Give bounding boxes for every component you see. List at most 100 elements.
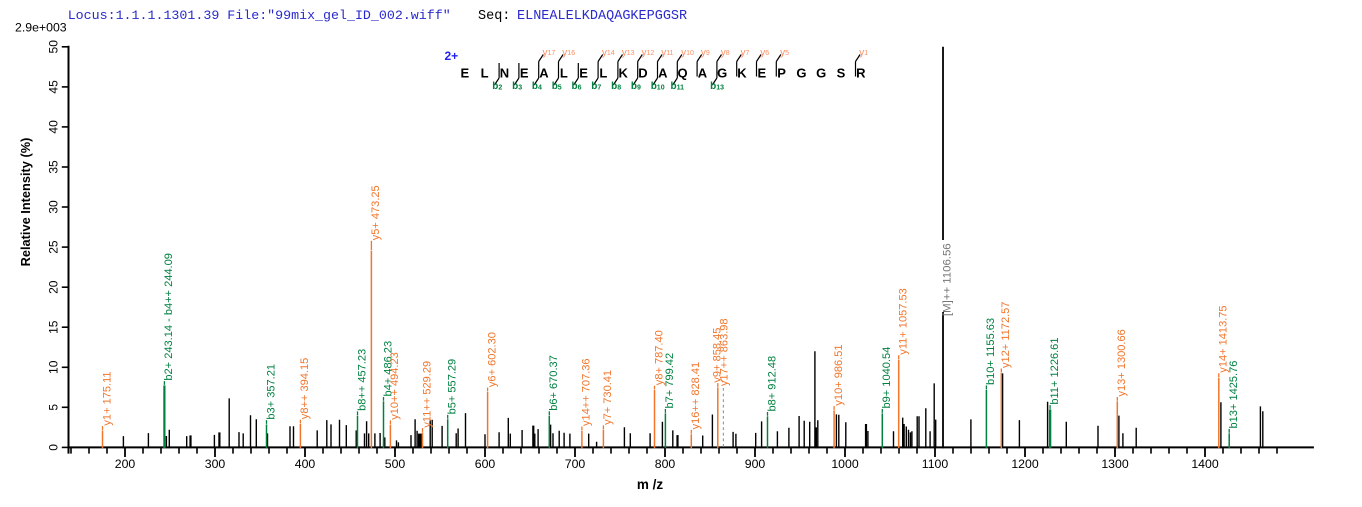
svg-text:b8++ 457.23: b8++ 457.23 [356, 349, 368, 411]
svg-text:600: 600 [475, 457, 496, 471]
svg-text:25: 25 [47, 240, 61, 254]
svg-text:y10: y10 [681, 48, 694, 59]
svg-text:900: 900 [745, 457, 766, 471]
svg-text:b2+ 243.14 - b4++ 244.09: b2+ 243.14 - b4++ 244.09 [163, 253, 175, 380]
svg-text:b6: b6 [572, 81, 582, 92]
svg-text:G: G [816, 66, 826, 81]
svg-text:L: L [560, 66, 568, 81]
svg-text:b4: b4 [532, 81, 542, 92]
svg-text:P: P [777, 66, 786, 81]
svg-text:b5+ 557.29: b5+ 557.29 [447, 359, 459, 415]
svg-text:1000: 1000 [831, 457, 859, 471]
svg-text:y6+ 602.30: y6+ 602.30 [486, 332, 498, 387]
svg-text:K: K [737, 66, 747, 81]
svg-text:b2: b2 [492, 81, 502, 92]
svg-text:45: 45 [47, 80, 61, 94]
svg-text:E: E [520, 66, 529, 81]
svg-text:b7+ 799.42: b7+ 799.42 [664, 353, 676, 409]
svg-text:y9: y9 [701, 48, 710, 59]
svg-text:200: 200 [115, 457, 136, 471]
svg-text:1200: 1200 [1011, 457, 1039, 471]
svg-text:35: 35 [47, 160, 61, 174]
svg-text:b6+ 670.37: b6+ 670.37 [548, 355, 560, 411]
svg-text:1100: 1100 [922, 457, 949, 471]
svg-text:y17++ 863.98: y17++ 863.98 [719, 318, 731, 386]
svg-text:y6: y6 [760, 48, 769, 59]
svg-text:b9+ 1040.54: b9+ 1040.54 [881, 347, 893, 409]
svg-text:y16: y16 [562, 48, 575, 59]
svg-text:Relative Intensity (%): Relative Intensity (%) [18, 138, 33, 267]
svg-text:1400: 1400 [1191, 457, 1219, 471]
svg-text:y14: y14 [602, 48, 615, 59]
svg-text:b3+ 357.21: b3+ 357.21 [265, 364, 277, 420]
svg-text:50: 50 [47, 40, 61, 54]
svg-text:b5: b5 [552, 81, 562, 92]
svg-text:b9: b9 [631, 81, 641, 92]
svg-text:0: 0 [47, 444, 61, 451]
svg-text:y1+ 175.11: y1+ 175.11 [101, 371, 113, 425]
svg-text:b7: b7 [591, 81, 601, 92]
svg-text:y10++ 494.23: y10++ 494.23 [389, 352, 401, 420]
svg-text:b10+ 1155.63: b10+ 1155.63 [985, 318, 997, 385]
svg-text:G: G [796, 66, 806, 81]
svg-text:b11: b11 [671, 81, 685, 92]
svg-text:y13+ 1300.66: y13+ 1300.66 [1116, 329, 1128, 396]
svg-text:5: 5 [47, 404, 61, 411]
svg-text:m /z: m /z [637, 477, 664, 492]
svg-text:400: 400 [295, 457, 316, 471]
svg-text:20: 20 [47, 280, 61, 294]
svg-text:y14++ 707.36: y14++ 707.36 [581, 358, 593, 426]
svg-text:y14+ 1413.75: y14+ 1413.75 [1218, 305, 1230, 372]
svg-text:Q: Q [678, 66, 688, 81]
svg-text:500: 500 [385, 457, 406, 471]
svg-text:y10+ 986.51: y10+ 986.51 [833, 344, 845, 405]
svg-text:R: R [856, 66, 866, 81]
svg-text:300: 300 [205, 457, 226, 471]
svg-text:15: 15 [47, 320, 61, 334]
svg-text:y11++ 529.29: y11++ 529.29 [421, 361, 433, 428]
svg-text:y9+ 858.45: y9+ 858.45 [711, 328, 723, 383]
svg-text:2+: 2+ [445, 49, 459, 63]
svg-text:b10: b10 [651, 81, 665, 92]
svg-text:y8: y8 [721, 48, 730, 59]
svg-text:b8+ 912.48: b8+ 912.48 [766, 356, 778, 412]
svg-text:D: D [638, 66, 647, 81]
svg-text:K: K [619, 66, 629, 81]
svg-text:E: E [579, 66, 588, 81]
svg-text:y8++ 394.15: y8++ 394.15 [299, 358, 311, 419]
svg-text:10: 10 [47, 360, 61, 374]
svg-text:E: E [757, 66, 766, 81]
svg-text:y12: y12 [642, 48, 655, 59]
svg-text:1300: 1300 [1101, 457, 1129, 471]
svg-text:30: 30 [47, 200, 61, 214]
svg-text:b3: b3 [512, 81, 522, 92]
svg-text:y11+ 1057.53: y11+ 1057.53 [898, 288, 910, 354]
svg-text:b13+ 1425.76: b13+ 1425.76 [1228, 361, 1240, 429]
svg-text:L: L [481, 66, 489, 81]
svg-text:Locus:1.1.1.1301.39 File:"99mi: Locus:1.1.1.1301.39 File:"99mix_gel_ID_0… [68, 8, 451, 23]
svg-text:2.9e+003: 2.9e+003 [15, 21, 67, 35]
svg-text:A: A [658, 66, 668, 81]
svg-text:y5: y5 [780, 48, 789, 59]
svg-text:b13: b13 [710, 81, 724, 92]
svg-text:ELNEALELKDAQAGKEPGGSR: ELNEALELKDAQAGKEPGGSR [517, 9, 687, 24]
svg-text:b8: b8 [611, 81, 621, 92]
svg-text:A: A [698, 66, 708, 81]
svg-text:y8+ 787.40: y8+ 787.40 [653, 330, 665, 385]
svg-text:800: 800 [655, 457, 676, 471]
svg-text:Seq:: Seq: [478, 9, 510, 24]
svg-text:700: 700 [565, 457, 586, 471]
svg-text:y7+ 730.41: y7+ 730.41 [602, 370, 614, 425]
svg-text:G: G [717, 66, 727, 81]
svg-text:y1: y1 [859, 48, 868, 59]
svg-text:y13: y13 [622, 48, 635, 59]
svg-text:E: E [460, 66, 469, 81]
svg-text:y16++ 828.41: y16++ 828.41 [690, 362, 702, 430]
svg-text:N: N [500, 66, 509, 81]
svg-text:b4+ 486.23: b4+ 486.23 [382, 341, 394, 397]
svg-text:y12+ 1172.57: y12+ 1172.57 [1000, 302, 1012, 368]
svg-text:y5+ 473.25: y5+ 473.25 [370, 185, 382, 240]
svg-text:y17: y17 [543, 48, 556, 59]
svg-text:y11: y11 [661, 48, 673, 59]
svg-text:b11+ 1226.61: b11+ 1226.61 [1049, 338, 1061, 405]
